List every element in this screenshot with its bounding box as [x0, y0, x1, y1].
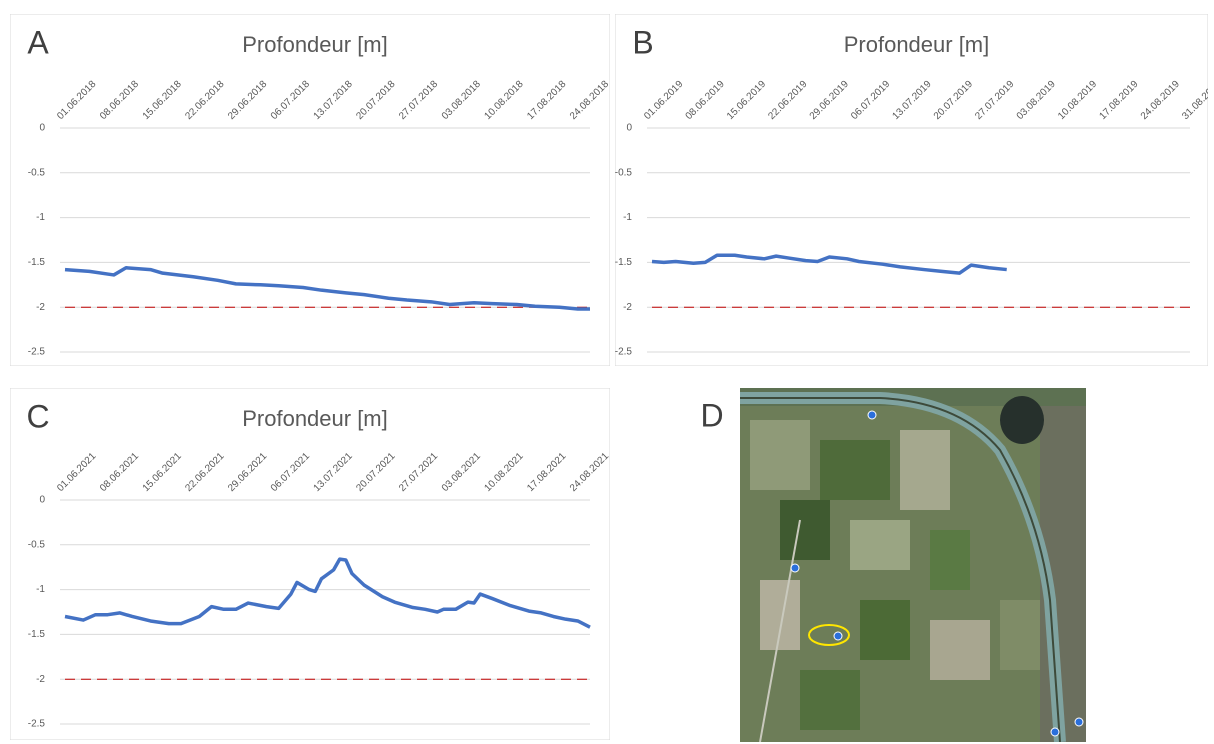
y-tick-label: -0.5 — [615, 167, 633, 178]
chart-title: Profondeur [m] — [844, 32, 990, 57]
chart-title: Profondeur [m] — [242, 406, 388, 431]
y-tick-label: -0.5 — [28, 539, 46, 550]
page: {"chart_data": [ {"type": "line", "panel… — [0, 0, 1214, 744]
y-tick-label: -2.5 — [615, 347, 633, 358]
y-tick-label: -2.5 — [28, 347, 46, 358]
panel-frame — [10, 14, 610, 366]
chart-title: Profondeur [m] — [242, 32, 388, 57]
panel-label: A — [27, 24, 49, 60]
y-tick-label: -1.5 — [28, 257, 46, 268]
satellite-map — [740, 388, 1086, 742]
y-tick-label: -2.5 — [28, 719, 46, 730]
panel-label: D — [700, 397, 723, 433]
panel-frame — [10, 388, 610, 740]
panel-label: C — [26, 398, 49, 434]
y-tick-label: 0 — [39, 495, 45, 506]
y-tick-label: -2 — [623, 302, 632, 313]
y-tick-label: -1 — [623, 212, 632, 223]
y-tick-label: -2 — [36, 302, 45, 313]
y-tick-label: -2 — [36, 674, 45, 685]
y-tick-label: 0 — [39, 123, 45, 134]
panel-frame — [615, 14, 1208, 366]
figure: D AProfondeur [m]0-0.5-1-1.5-2-2.501.06.… — [0, 0, 1214, 744]
panel-label: B — [632, 24, 653, 60]
y-tick-label: -1.5 — [615, 257, 633, 268]
y-tick-label: -0.5 — [28, 167, 46, 178]
y-tick-label: -1.5 — [28, 629, 46, 640]
y-tick-label: 0 — [626, 123, 632, 134]
y-tick-label: -1 — [36, 212, 45, 223]
y-tick-label: -1 — [36, 584, 45, 595]
